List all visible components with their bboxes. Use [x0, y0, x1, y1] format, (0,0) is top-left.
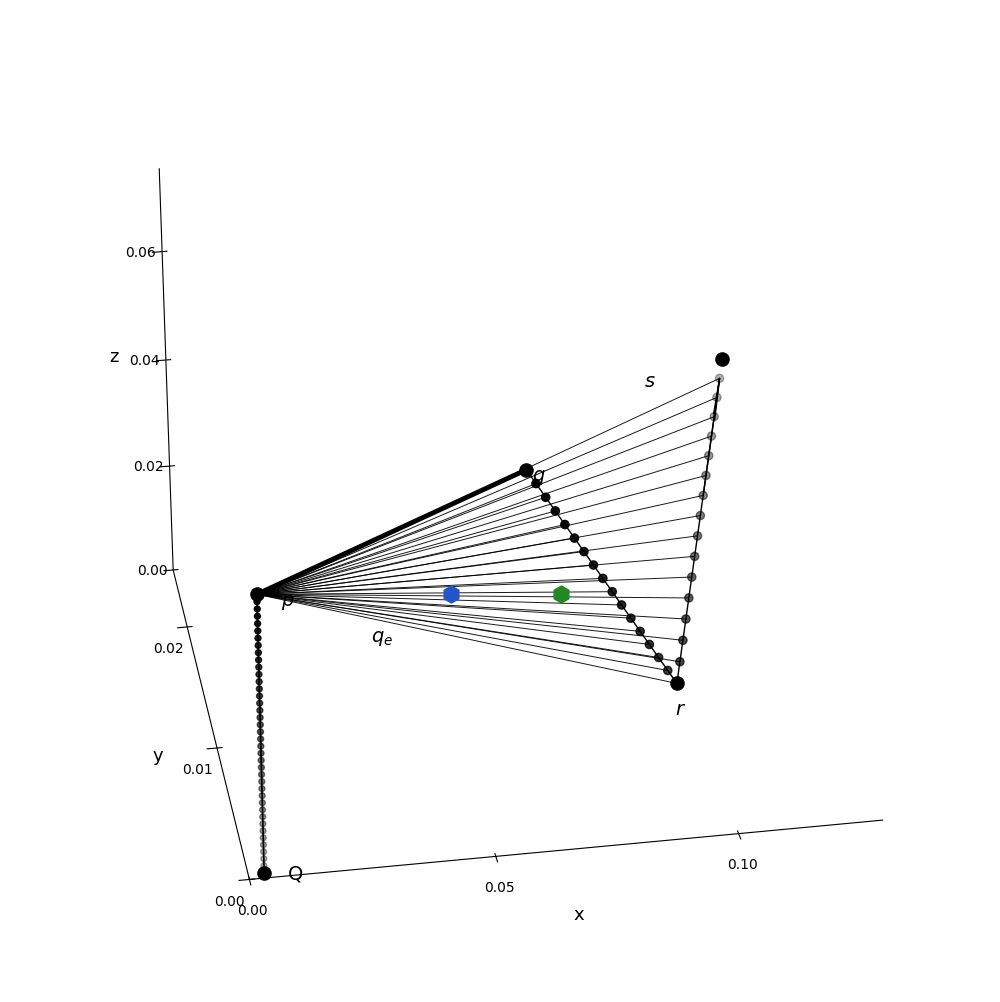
X-axis label: x: x [574, 905, 584, 923]
Y-axis label: y: y [153, 746, 164, 765]
